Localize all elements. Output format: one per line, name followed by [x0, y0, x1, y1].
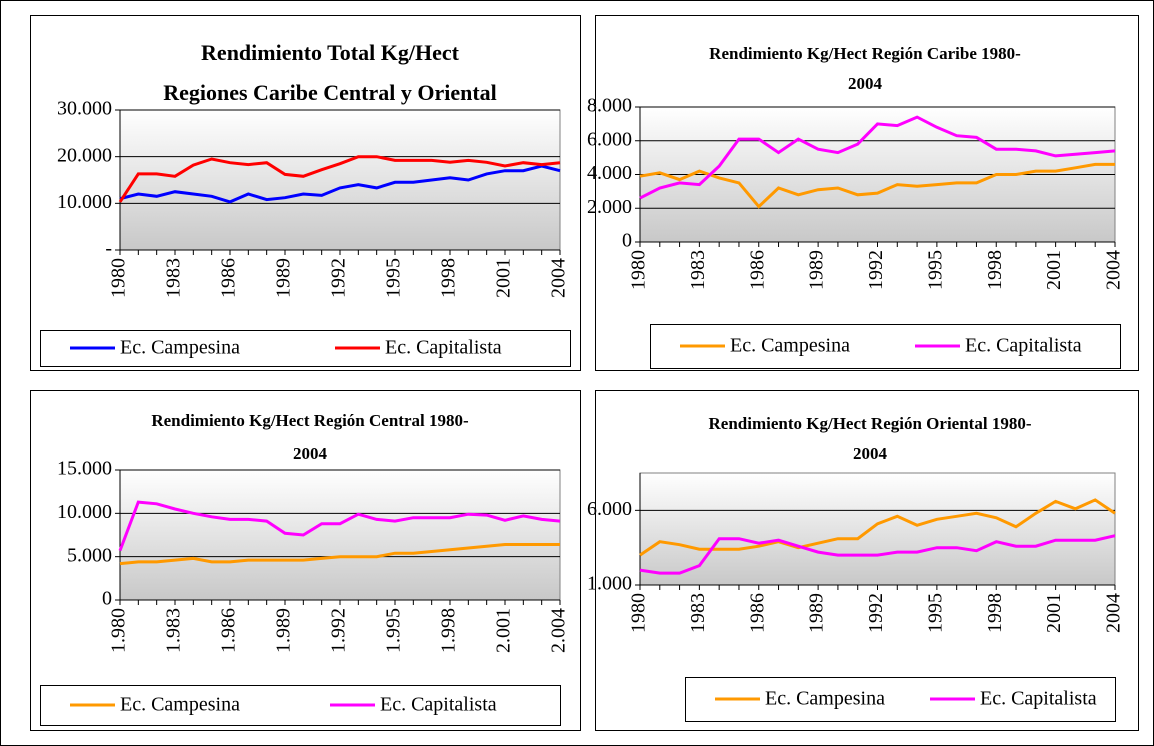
legend-label: Ec. Campesina	[120, 694, 240, 716]
x-tick-label: 1989	[806, 593, 828, 633]
series-line	[119, 164, 561, 204]
chart-title: Regiones Caribe Central y Oriental	[163, 80, 497, 105]
y-tick-label: 6.000	[587, 498, 632, 520]
x-tick-label: 1998	[438, 258, 460, 298]
y-tick-label: 4.000	[587, 162, 632, 184]
x-tick-label: 1989	[806, 250, 828, 290]
x-tick-label: 1992	[865, 250, 887, 290]
chart-title: Rendimiento Kg/Hect Región Central 1980-	[151, 411, 469, 430]
x-tick-label: 1983	[163, 258, 185, 298]
x-tick-label: 2004	[1103, 250, 1125, 290]
x-tick-label: 1986	[746, 250, 768, 290]
y-tick-label: 1.000	[587, 573, 632, 595]
x-tick-label: 2001	[1043, 250, 1065, 290]
x-tick-label: 1983	[687, 593, 709, 633]
x-tick-label: 1998	[984, 250, 1006, 290]
x-tick-label: 1980	[108, 258, 130, 298]
x-tick-label: 1980	[628, 250, 650, 290]
series-line	[118, 155, 561, 203]
chart-title: 2004	[293, 444, 328, 463]
x-tick-label: 1980	[628, 593, 650, 633]
x-tick-label: 1995	[924, 593, 946, 633]
x-tick-label: 2004	[548, 258, 570, 298]
x-tick-label: 2004	[1103, 593, 1125, 633]
y-tick-label: 0	[622, 230, 632, 252]
y-tick-label: 0	[102, 588, 112, 610]
legend-box	[40, 685, 561, 726]
chart-title: Rendimiento Kg/Hect Región Caribe 1980-	[709, 44, 1021, 63]
y-tick-label: 5.000	[67, 544, 112, 566]
x-tick-label: 1.995	[383, 608, 405, 653]
legend-label: Ec. Capitalista	[965, 335, 1082, 357]
x-tick-label: 2.004	[548, 608, 570, 653]
series-line	[118, 500, 561, 552]
legend-box	[650, 324, 1121, 369]
y-tick-label: 30.000	[57, 98, 112, 120]
series-line	[119, 543, 560, 566]
y-tick-label: 8.000	[587, 95, 632, 117]
y-tick-label: 10.000	[57, 191, 112, 213]
chart-title: Rendimiento Total Kg/Hect	[201, 40, 460, 65]
x-tick-label: 1989	[273, 258, 295, 298]
x-tick-label: 1.992	[328, 608, 350, 653]
x-tick-label: 2001	[1043, 593, 1065, 633]
x-tick-label: 1992	[328, 258, 350, 298]
y-tick-label: 6.000	[587, 128, 632, 150]
plot-area	[639, 472, 1116, 586]
y-tick-label: 15.000	[57, 458, 112, 480]
legend-label: Ec. Capitalista	[385, 337, 502, 359]
legend-box	[40, 330, 571, 367]
series-line	[639, 498, 1116, 557]
x-tick-label: 2001	[493, 258, 515, 298]
x-tick-label: 1986	[746, 593, 768, 633]
x-tick-label: 1986	[218, 258, 240, 298]
x-tick-label: 1992	[865, 593, 887, 633]
legend-label: Ec. Campesina	[120, 337, 240, 359]
chart-title: 2004	[848, 74, 883, 93]
legend-label: Ec. Capitalista	[380, 694, 497, 716]
y-tick-label: -	[105, 238, 112, 260]
y-tick-label: 2.000	[587, 196, 632, 218]
legend-label: Ec. Capitalista	[980, 688, 1097, 710]
x-tick-label: 2.001	[493, 608, 515, 653]
legend-label: Ec. Campesina	[765, 688, 885, 710]
x-tick-label: 1.983	[163, 608, 185, 653]
x-tick-label: 1.980	[108, 608, 130, 653]
x-tick-label: 1.986	[218, 608, 240, 653]
series-line	[639, 162, 1115, 209]
x-tick-label: 1.989	[273, 608, 295, 653]
series-line	[639, 534, 1116, 575]
x-tick-label: 1.998	[438, 608, 460, 653]
y-tick-label: 20.000	[57, 144, 112, 166]
x-tick-label: 1995	[924, 250, 946, 290]
plot-area	[119, 469, 561, 601]
chart-title: 2004	[853, 444, 888, 463]
x-tick-label: 1995	[383, 258, 405, 298]
legend-label: Ec. Campesina	[730, 335, 850, 357]
x-tick-label: 1983	[687, 250, 709, 290]
series-line	[639, 115, 1116, 200]
plot-area	[119, 109, 561, 251]
y-tick-label: 10.000	[57, 501, 112, 523]
chart-title: Rendimiento Kg/Hect Región Oriental 1980…	[709, 414, 1032, 433]
x-tick-label: 1998	[984, 593, 1006, 633]
